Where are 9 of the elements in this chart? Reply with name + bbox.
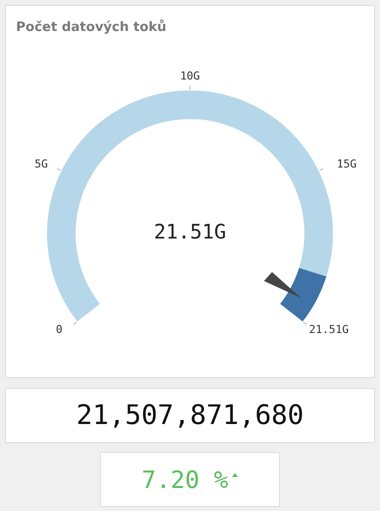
- text: 5G: [34, 158, 48, 171]
- text: 21.51G: [154, 220, 226, 244]
- text: 7.20 %: [142, 466, 228, 494]
- text: 21.51G: [308, 323, 349, 336]
- text: 0: [56, 323, 62, 336]
- chart-title: Počet datových toků: [16, 20, 166, 35]
- text: 10G: [180, 69, 200, 82]
- text: 21,507,871,680: [5, 388, 375, 443]
- text: 15G: [336, 158, 357, 171]
